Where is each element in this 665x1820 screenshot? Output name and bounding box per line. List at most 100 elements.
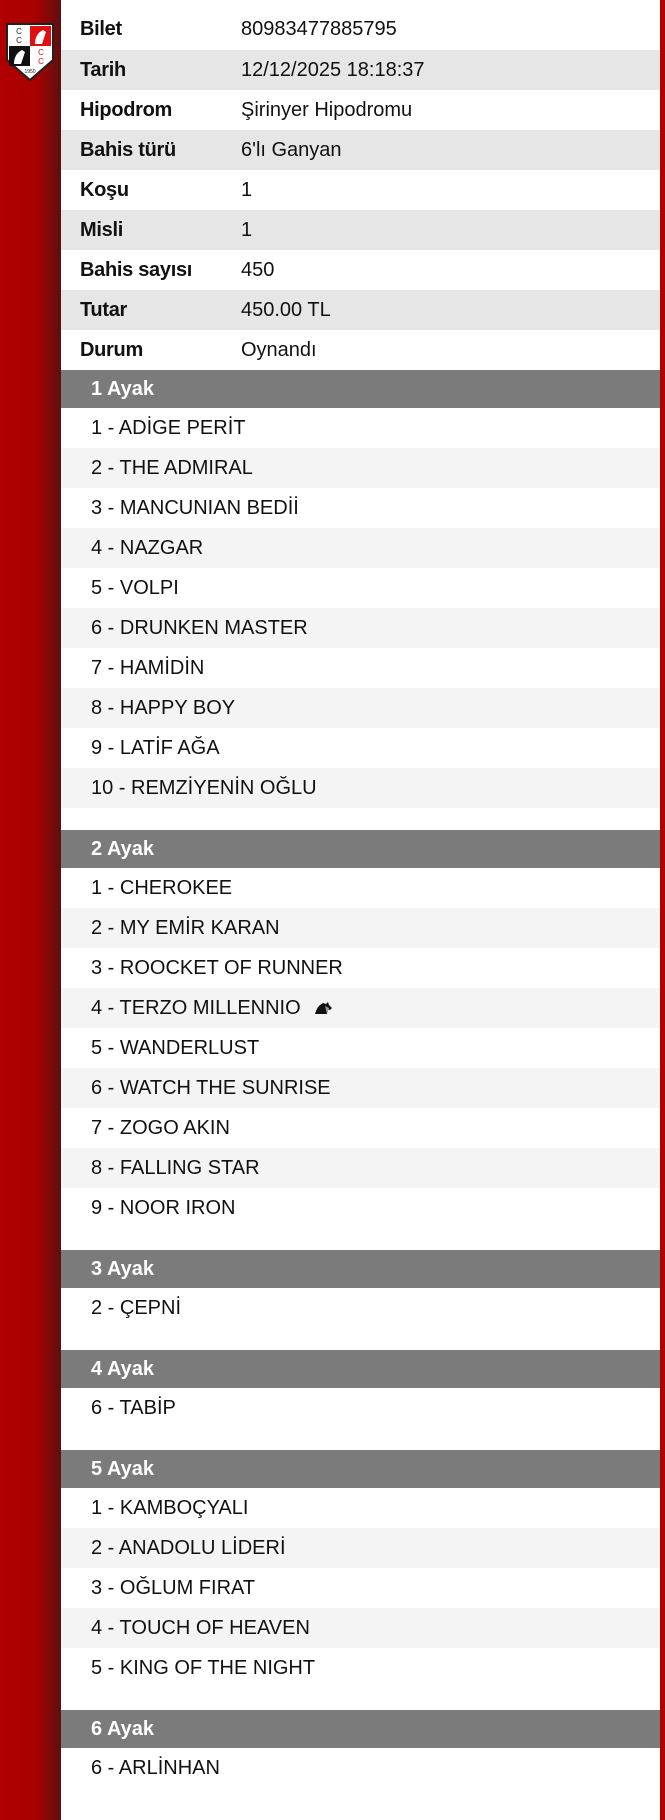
info-value: 1	[241, 218, 253, 241]
info-value: 6'lı Ganyan	[241, 138, 342, 161]
horse-name: 3 - OĞLUM FIRAT	[91, 1576, 256, 1599]
info-label: Durum	[80, 338, 143, 361]
list-item: 2 - MY EMİR KARAN	[61, 908, 660, 948]
info-label: Hipodrom	[80, 98, 173, 121]
horse-name: 3 - ROOCKET OF RUNNER	[91, 956, 343, 979]
info-label: Tarih	[80, 58, 126, 81]
left-brand-bar	[0, 0, 61, 1820]
list-item: 1 - KAMBOÇYALI	[61, 1488, 660, 1528]
horse-name: 6 - ARLİNHAN	[91, 1756, 220, 1779]
list-item: 6 - TABİP	[61, 1388, 660, 1428]
info-row-koşu: Koşu 1	[61, 170, 660, 210]
horse-name: 2 - MY EMİR KARAN	[91, 916, 280, 939]
horse-name: 8 - FALLING STAR	[91, 1156, 260, 1179]
info-value: Oynandı	[241, 338, 317, 361]
horse-name: 1 - ADİGE PERİT	[91, 416, 246, 439]
info-value: 80983477885795	[241, 17, 397, 40]
leg-list: 6 - ARLİNHAN	[61, 1748, 660, 1810]
info-label: Bahis sayısı	[80, 258, 193, 281]
list-item: 1 - CHEROKEE	[61, 868, 660, 908]
horse-name: 8 - HAPPY BOY	[91, 696, 236, 719]
horse-name: 4 - TERZO MILLENNIO	[91, 996, 301, 1019]
ticket-info-table: Bilet 80983477885795 Tarih 12/12/2025 18:18…	[61, 0, 660, 370]
horse-name: 2 - THE ADMIRAL	[91, 456, 253, 479]
horse-name: 4 - TOUCH OF HEAVEN	[91, 1616, 310, 1639]
horse-name: 10 - REMZİYENİN OĞLU	[91, 776, 317, 799]
list-item: 5 - VOLPI	[61, 568, 660, 608]
leg-header: 4 Ayak	[61, 1350, 660, 1388]
horse-name: 5 - VOLPI	[91, 576, 179, 599]
info-label: Tutar	[80, 298, 128, 321]
info-value: 1	[241, 178, 253, 201]
svg-text:1950: 1950	[24, 69, 35, 75]
leg-list: 2 - ÇEPNİ	[61, 1288, 660, 1350]
info-row-durum: Durum Oynandı	[61, 330, 660, 370]
list-item: 6 - DRUNKEN MASTER	[61, 608, 660, 648]
horse-name: 1 - KAMBOÇYALI	[91, 1496, 249, 1519]
info-row-hipodrom: Hipodrom Şirinyer Hipodromu	[61, 90, 660, 130]
horse-name: 3 - MANCUNIAN BEDİİ	[91, 496, 299, 519]
leg-header: 5 Ayak	[61, 1450, 660, 1488]
horse-icon	[314, 1002, 332, 1014]
leg-header: 6 Ayak	[61, 1710, 660, 1748]
list-item: 9 - NOOR IRON	[61, 1188, 660, 1228]
list-item: 5 - WANDERLUST	[61, 1028, 660, 1068]
horse-name: 7 - ZOGO AKIN	[91, 1116, 230, 1139]
list-item: 10 - REMZİYENİN OĞLU	[61, 768, 660, 808]
leg-header: 2 Ayak	[61, 830, 660, 868]
horse-name: 7 - HAMİDİN	[91, 656, 205, 679]
leg-list: 6 - TABİP	[61, 1388, 660, 1450]
info-row-bilet: Bilet 80983477885795	[61, 0, 660, 50]
info-label: Misli	[80, 218, 123, 241]
svg-text:C: C	[38, 48, 44, 57]
info-row-misli: Misli 1	[61, 210, 660, 250]
svg-text:C: C	[38, 57, 44, 66]
horse-name: 9 - NOOR IRON	[91, 1196, 236, 1219]
horse-name: 9 - LATİF AĞA	[91, 736, 220, 759]
info-label: Bahis türü	[80, 138, 176, 161]
ticket-detail: Bilet 80983477885795 Tarih 12/12/2025 18:18…	[61, 0, 660, 1810]
list-item: 6 - ARLİNHAN	[61, 1748, 660, 1788]
list-item: 5 - KING OF THE NIGHT	[61, 1648, 660, 1688]
list-item: 7 - ZOGO AKIN	[61, 1108, 660, 1148]
leg-header: 3 Ayak	[61, 1250, 660, 1288]
list-item: 9 - LATİF AĞA	[61, 728, 660, 768]
list-item: 3 - MANCUNIAN BEDİİ	[61, 488, 660, 528]
list-item: 1 - ADİGE PERİT	[61, 408, 660, 448]
info-row-bahis-sayısı: Bahis sayısı 450	[61, 250, 660, 290]
list-item: 8 - HAPPY BOY	[61, 688, 660, 728]
svg-text:C: C	[16, 27, 22, 36]
list-item: 6 - WATCH THE SUNRISE	[61, 1068, 660, 1108]
horse-name: 2 - ANADOLU LİDERİ	[91, 1536, 286, 1559]
list-item: 7 - HAMİDİN	[61, 648, 660, 688]
leg-list: 1 - CHEROKEE 2 - MY EMİR KARAN 3 - ROOCKET…	[61, 868, 660, 1250]
info-row-bahis-türü: Bahis türü 6'lı Ganyan	[61, 130, 660, 170]
list-item: 3 - ROOCKET OF RUNNER	[61, 948, 660, 988]
info-row-tarih: Tarih 12/12/2025 18:18:37	[61, 50, 660, 90]
horse-name: 6 - TABİP	[91, 1396, 176, 1419]
info-label: Bilet	[80, 17, 122, 40]
list-item: 2 - ANADOLU LİDERİ	[61, 1528, 660, 1568]
horse-name: 1 - CHEROKEE	[91, 876, 233, 899]
info-value: 450	[241, 258, 275, 281]
list-item: 2 - THE ADMIRAL	[61, 448, 660, 488]
info-value: Şirinyer Hipodromu	[241, 98, 413, 121]
info-row-tutar: Tutar 450.00 TL	[61, 290, 660, 330]
horse-name: 5 - KING OF THE NIGHT	[91, 1656, 316, 1679]
legs-section: 1 Ayak 1 - ADİGE PERİT 2 - THE ADMIRAL 3 - …	[61, 370, 660, 1810]
svg-text:C: C	[16, 36, 22, 45]
list-item: 4 - TERZO MILLENNIO	[61, 988, 660, 1028]
right-brand-border	[660, 0, 665, 1820]
list-item: 2 - ÇEPNİ	[61, 1288, 660, 1328]
leg-header: 1 Ayak	[61, 370, 660, 408]
list-item: 8 - FALLING STAR	[61, 1148, 660, 1188]
list-item: 4 - TOUCH OF HEAVEN	[61, 1608, 660, 1648]
club-logo: C C C C 1950	[6, 23, 54, 82]
leg-list: 1 - ADİGE PERİT 2 - THE ADMIRAL 3 - MANCUN…	[61, 408, 660, 830]
horse-name: 5 - WANDERLUST	[91, 1036, 260, 1059]
horse-name: 2 - ÇEPNİ	[91, 1296, 182, 1319]
list-item: 4 - NAZGAR	[61, 528, 660, 568]
info-value: 450.00 TL	[241, 298, 331, 321]
horse-name: 6 - DRUNKEN MASTER	[91, 616, 308, 639]
leg-list: 1 - KAMBOÇYALI 2 - ANADOLU LİDERİ 3 - OĞLU…	[61, 1488, 660, 1710]
